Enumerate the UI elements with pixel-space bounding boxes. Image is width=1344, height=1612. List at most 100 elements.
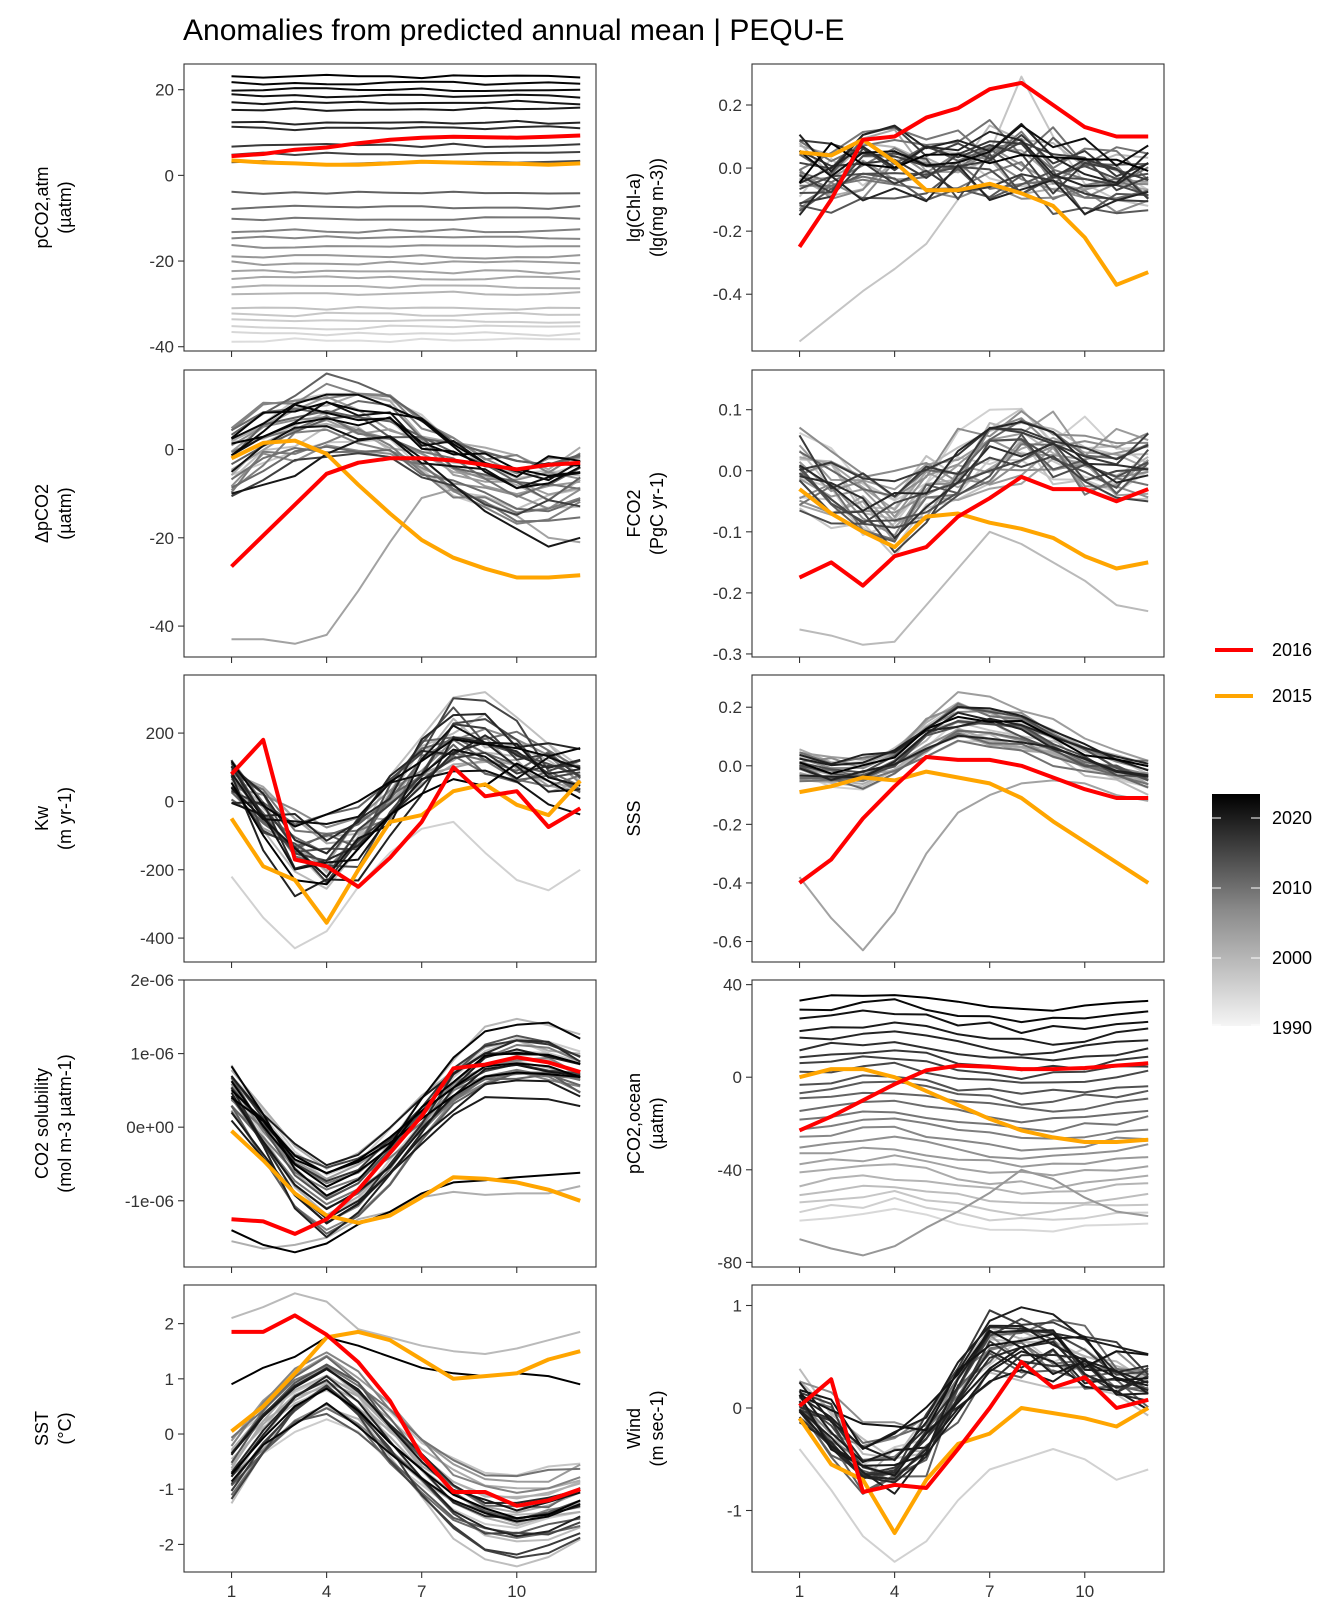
year-line [231,435,581,548]
year-line [799,717,1149,766]
x-tick-label: 1 [795,1582,804,1601]
svg-text:ΔpCO2: ΔpCO2 [32,484,52,543]
y-tick-label: -20 [149,252,174,271]
year-line [231,260,581,266]
year-line [230,401,581,478]
year-line [799,140,1149,200]
x-axis [798,351,1086,357]
year-line [231,87,581,92]
svg-text:Kw: Kw [32,805,52,831]
series-2016-line [231,1055,581,1236]
year-line [231,1292,581,1355]
year-line [231,125,581,132]
y-tick-label: 1 [733,1297,742,1316]
year-line [799,1333,1149,1432]
year-line [231,228,581,234]
year-line [799,1207,1149,1233]
year-line [231,488,581,645]
y-tick-label: 1 [165,1370,174,1389]
series-lines [231,73,581,343]
year-colorbar [1212,794,1260,1026]
year-line [231,244,581,249]
year-line [798,419,1149,498]
series-lines [798,994,1149,1257]
year-line [231,254,581,260]
colorbar-label-1990: 1990 [1272,1018,1312,1038]
y-tick-label: 20 [155,81,174,100]
year-line [799,407,1149,502]
year-line [230,1384,581,1556]
year-line [230,1380,581,1514]
colorbar-label-2020: 2020 [1272,808,1312,828]
series-lines [229,691,582,950]
svg-text:(°C): (°C) [55,1412,75,1444]
y-tick-label: 0.2 [718,698,742,717]
year-line [799,732,1149,790]
year-line [231,269,581,275]
year-line [231,275,581,281]
panel-kw: 200 0 -200 -400 Kw (m yr-1) [32,674,597,968]
y-tick-label: -0.3 [713,645,742,664]
y-tick-label: -0.1 [713,523,742,542]
y-axis-label: FCO2 (PgC yr-1) [624,472,667,555]
year-line [230,1402,581,1523]
y-tick-label: -20 [149,529,174,548]
svg-text:(lg(mg m-3)): (lg(mg m-3)) [647,158,667,257]
y-tick-label: 0.0 [718,462,742,481]
year-line [798,441,1149,525]
year-line [798,1317,1149,1477]
year-line [799,998,1149,1024]
panel-solubility: 2e-06 1e-06 0e+00 -1e-06 CO2 solubility (mol … [32,971,597,1273]
year-line [799,1329,1149,1450]
y-tick-label: -1 [727,1502,742,1521]
year-line [799,1117,1149,1140]
y-tick-label: 40 [723,976,742,995]
series-2016-line [230,737,582,889]
year-line [230,748,581,825]
year-line [799,1197,1149,1222]
svg-text:pCO2,ocean: pCO2,ocean [624,1073,644,1174]
year-line [799,161,1149,201]
year-line [231,73,581,80]
x-axis: 1 4 7 10 [795,1572,1094,1601]
year-line [231,306,581,311]
year-line [798,420,1149,512]
year-line [799,1009,1149,1034]
colorbar-ticks [1212,817,1260,1026]
year-line [230,1021,581,1197]
y-axis: 2 1 0 -1 -2 [159,1315,184,1554]
year-line [799,1168,1149,1257]
svg-text:(m sec-1): (m sec-1) [647,1391,667,1467]
year-line [231,151,581,157]
chart-title: Anomalies from predicted annual mean | P… [183,14,844,47]
y-axis: 40 0 -40 -80 [717,976,752,1272]
series-lines [230,1292,581,1568]
year-line [799,161,1149,205]
colorbar-label-2010: 2010 [1272,878,1312,898]
colorbar-label-2000: 2000 [1272,948,1312,968]
year-line [798,455,1149,554]
year-line [799,1091,1149,1113]
y-axis-label: pCO2,ocean (µatm) [624,1073,667,1174]
year-line [230,1375,581,1538]
year-line [799,1184,1149,1205]
series-2015-line [799,1067,1149,1144]
year-line [799,1174,1149,1195]
y-tick-label: 0.0 [718,757,742,776]
year-line [799,1030,1149,1056]
year-line [231,414,581,487]
series-2015-line [798,487,1149,571]
y-tick-label: -40 [149,617,174,636]
series-2015-line [230,1329,581,1433]
svg-text:SST: SST [32,1411,52,1446]
panel-sss: 0.2 0.0 -0.2 -0.4 -0.6 SSS [624,674,1165,968]
year-line [231,445,581,513]
y-tick-label: -0.4 [713,285,742,304]
year-line [230,382,581,474]
year-line [231,324,581,331]
y-axis-label: lg(Chl-a) (lg(mg m-3)) [624,158,667,257]
year-line [798,410,1149,499]
year-line [799,427,1149,483]
legend-label-2015: 2015 [1272,686,1312,706]
